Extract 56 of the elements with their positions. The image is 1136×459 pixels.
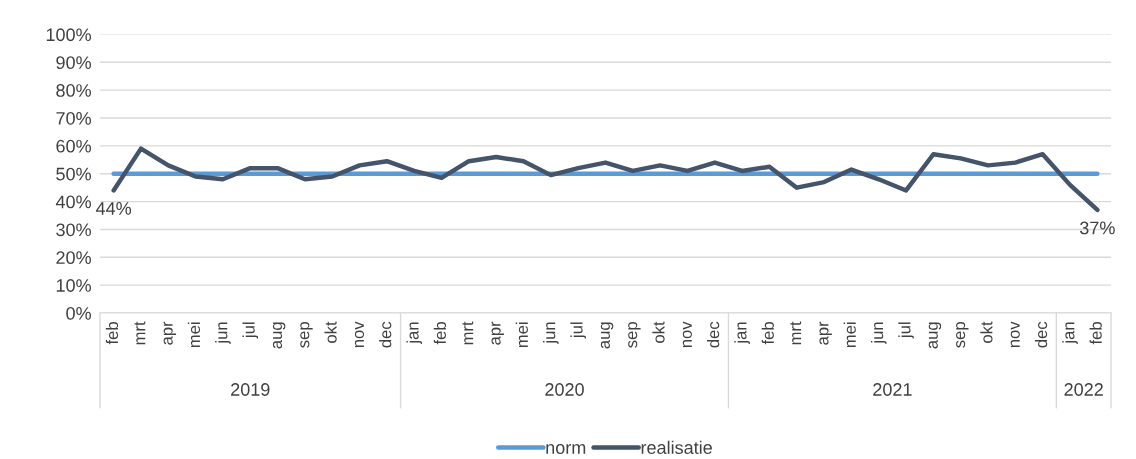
x-tick-label: jul [570,322,586,339]
x-tick-label: feb [761,322,774,345]
x-tick-label: sep [300,322,313,348]
x-tick-label: sep [956,322,969,348]
text: 2019 [231,383,270,396]
y-tick-label: 20% [56,251,91,265]
y-tick-label: 70% [56,111,91,125]
x-tick-label: jul [242,322,259,339]
data-label: 37% [1079,221,1115,235]
x-tick-label: jul [898,322,914,339]
x-tick-label: nov [1010,321,1020,348]
x-tick-label: jan [406,322,422,345]
x-tick-label: dec [379,321,392,348]
x-tick-label: mrt [134,321,146,345]
y-tick-label: 100% [46,28,91,42]
x-tick-label: jan [734,322,750,345]
legend-label: realisatie [641,440,712,454]
x-tick-label: okt [324,321,337,343]
data-label: 44% [95,202,132,215]
x-tick-label: apr [819,321,832,345]
y-tick-label: 10% [56,279,91,292]
x-tick-label: jun [215,322,231,345]
x-tick-label: sep [628,322,641,348]
x-tick-label: nov [354,321,365,348]
y-tick-label: 50% [56,167,91,181]
x-tick-label: mei [187,322,201,348]
y-tick-label: 30% [56,223,91,237]
x-tick-label: feb [1089,322,1102,345]
x-tick-label: feb [105,322,119,345]
x-tick-label: feb [433,322,447,345]
x-tick-label: mei [843,322,856,348]
x-tick-label: aug [928,322,942,349]
legend-label: norm [546,444,586,454]
x-tick-label: aug [600,322,614,349]
text: 2022 [1064,383,1103,396]
x-tick-label: jan [1062,322,1078,345]
x-tick-label: apr [163,321,177,345]
x-tick-label: dec [707,321,720,348]
x-tick-label: okt [980,321,993,343]
x-tick-label: mrt [790,321,802,345]
x-tick-label: aug [272,322,286,349]
x-tick-label: jun [870,322,887,345]
text: 2021 [873,383,912,396]
y-tick-label: 60% [56,139,91,153]
y-tick-label: 80% [56,84,91,97]
text: 2020 [545,383,584,396]
x-tick-label: mei [515,322,528,348]
y-tick-label: 90% [56,56,91,70]
x-tick-label: nov [682,321,692,348]
y-tick-label: 40% [55,195,91,209]
x-tick-label: mrt [462,321,474,345]
x-tick-label: dec [1034,321,1048,348]
y-tick-label: 0% [66,306,91,320]
x-tick-label: apr [491,321,504,345]
x-tick-label: jun [543,322,559,345]
x-tick-label: okt [652,321,665,343]
